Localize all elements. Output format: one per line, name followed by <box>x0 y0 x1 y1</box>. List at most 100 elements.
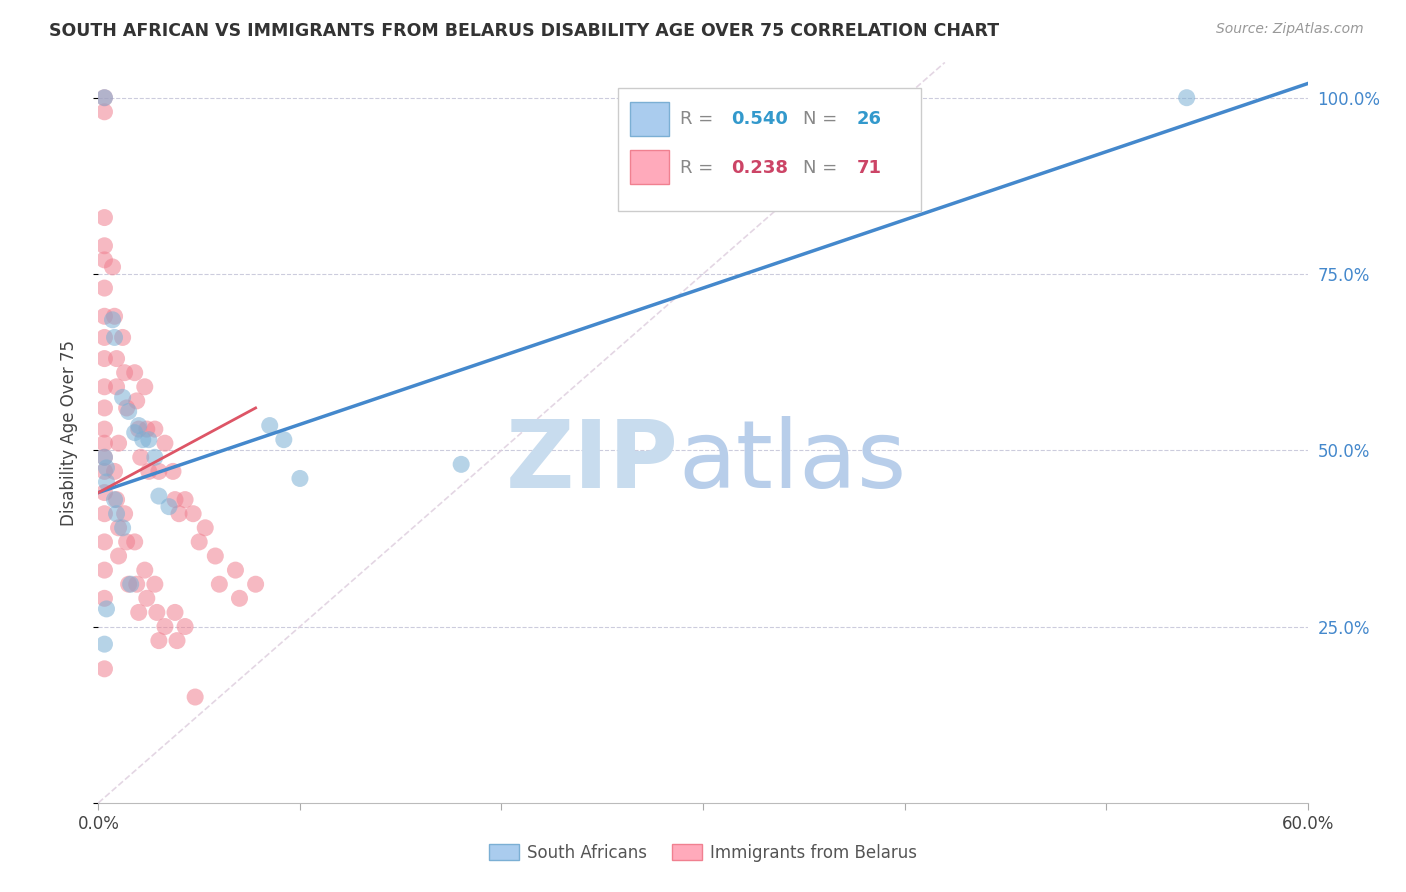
Point <box>228 591 250 606</box>
Point <box>1175 91 1198 105</box>
Point <box>174 492 197 507</box>
Point <box>93 450 115 465</box>
Point <box>93 535 115 549</box>
Point <box>93 239 115 253</box>
Point <box>450 458 472 472</box>
Point <box>163 606 186 620</box>
Point <box>105 507 128 521</box>
Point <box>204 549 226 563</box>
Point <box>148 489 170 503</box>
Point <box>101 313 124 327</box>
Point <box>138 433 160 447</box>
Point <box>103 330 125 344</box>
Point <box>143 577 166 591</box>
Point <box>134 563 156 577</box>
Point <box>143 450 166 465</box>
Point <box>148 633 170 648</box>
Point <box>135 422 157 436</box>
Point <box>184 690 207 704</box>
Point <box>153 436 176 450</box>
Point <box>105 351 128 366</box>
Point <box>93 104 115 119</box>
Point <box>93 507 115 521</box>
Point <box>93 401 115 415</box>
Point <box>96 475 118 489</box>
Point <box>273 433 295 447</box>
Point <box>96 602 118 616</box>
Y-axis label: Disability Age Over 75: Disability Age Over 75 <box>59 340 77 525</box>
Point <box>93 450 115 465</box>
Text: SOUTH AFRICAN VS IMMIGRANTS FROM BELARUS DISABILITY AGE OVER 75 CORRELATION CHAR: SOUTH AFRICAN VS IMMIGRANTS FROM BELARUS… <box>49 22 1000 40</box>
Point <box>93 436 115 450</box>
Point <box>118 577 141 591</box>
Point <box>245 577 267 591</box>
Text: N =: N = <box>803 111 844 128</box>
Text: 71: 71 <box>856 160 882 178</box>
Point <box>93 485 115 500</box>
Point <box>134 380 156 394</box>
Point <box>93 310 115 324</box>
Text: ZIP: ZIP <box>506 417 679 508</box>
FancyBboxPatch shape <box>630 150 669 184</box>
Point <box>115 535 138 549</box>
Point <box>107 521 129 535</box>
Point <box>111 390 134 404</box>
Point <box>181 507 204 521</box>
Point <box>166 633 188 648</box>
Point <box>103 492 125 507</box>
Point <box>143 422 166 436</box>
Point <box>93 252 115 267</box>
Point <box>103 464 125 478</box>
FancyBboxPatch shape <box>630 103 669 136</box>
Point <box>93 91 115 105</box>
Point <box>163 492 186 507</box>
Point <box>114 507 136 521</box>
Point <box>167 507 190 521</box>
Point <box>125 577 148 591</box>
Point <box>93 563 115 577</box>
Point <box>96 461 118 475</box>
Text: atlas: atlas <box>679 417 907 508</box>
Point <box>111 521 134 535</box>
Point <box>174 619 197 633</box>
FancyBboxPatch shape <box>619 88 921 211</box>
Point <box>125 393 148 408</box>
Point <box>93 351 115 366</box>
Point <box>103 310 125 324</box>
Point <box>93 211 115 225</box>
Point <box>105 492 128 507</box>
Point <box>124 366 146 380</box>
Point <box>148 464 170 478</box>
Point <box>224 563 246 577</box>
Point <box>128 422 150 436</box>
Point <box>162 464 184 478</box>
Point <box>153 619 176 633</box>
Point <box>157 500 180 514</box>
Point <box>208 577 231 591</box>
Point <box>128 418 150 433</box>
Point <box>107 436 129 450</box>
Point <box>129 450 152 465</box>
Point <box>128 606 150 620</box>
Point <box>132 433 155 447</box>
Point <box>93 591 115 606</box>
Point <box>194 521 217 535</box>
Text: 0.238: 0.238 <box>731 160 787 178</box>
Point <box>93 422 115 436</box>
Text: R =: R = <box>681 160 718 178</box>
Point <box>93 637 115 651</box>
Point <box>138 464 160 478</box>
Point <box>124 425 146 440</box>
Point <box>120 577 142 591</box>
Point <box>114 366 136 380</box>
Point <box>93 662 115 676</box>
Point <box>124 535 146 549</box>
Point <box>93 464 115 478</box>
Point <box>93 380 115 394</box>
Point <box>188 535 211 549</box>
Point <box>93 91 115 105</box>
Point <box>259 418 281 433</box>
Text: R =: R = <box>681 111 718 128</box>
Point <box>115 401 138 415</box>
Text: N =: N = <box>803 160 844 178</box>
